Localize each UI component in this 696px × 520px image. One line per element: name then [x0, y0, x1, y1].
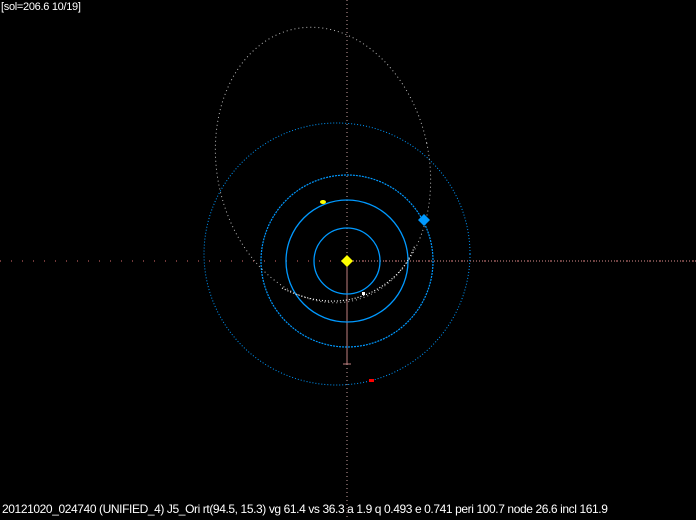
mercury-orbit — [313, 227, 381, 295]
sun-marker — [341, 255, 353, 267]
meteoroid-orbit — [214, 26, 432, 304]
earth-orbit — [260, 174, 434, 348]
mars-orbit — [203, 122, 471, 386]
meteoroid-orbit-arc — [281, 244, 416, 302]
venus-marker — [320, 200, 326, 204]
earth-marker — [418, 214, 430, 226]
orbit-info: 20121020_024740 (UNIFIED_4) J5_Ori rt(94… — [2, 502, 608, 516]
meteoroid-marker — [362, 292, 365, 295]
sol-status: [sol=206.6 10/19] — [1, 1, 81, 13]
mars-marker — [369, 379, 374, 382]
